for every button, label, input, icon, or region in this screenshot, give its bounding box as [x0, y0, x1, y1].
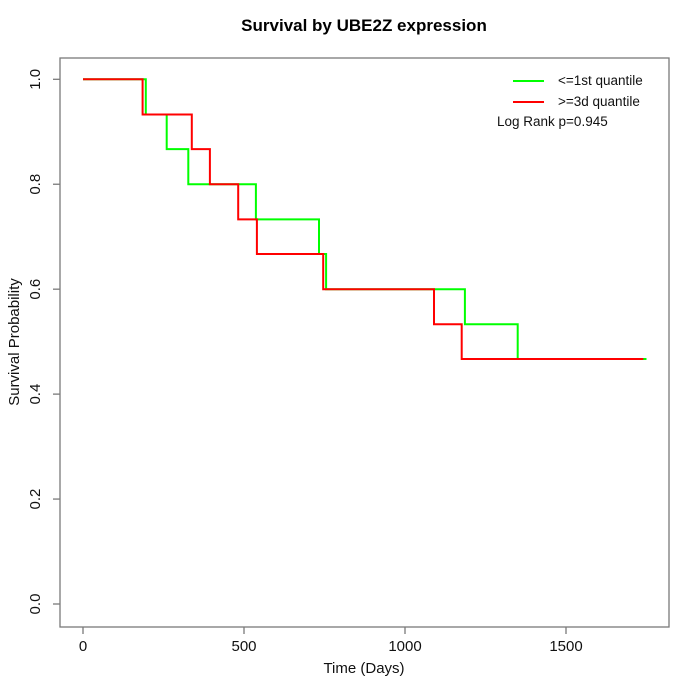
legend: <=1st quantile >=3d quantile: [513, 70, 643, 112]
logrank-pvalue: Log Rank p=0.945: [497, 114, 608, 129]
plot-border: [59, 57, 670, 628]
x-tick-label: 500: [231, 638, 256, 655]
y-tick-label: 0.2: [27, 489, 44, 510]
legend-swatch-1: [513, 100, 544, 103]
x-tick-label: 1000: [388, 638, 421, 655]
y-tick-label: 0.4: [27, 384, 44, 405]
km-curve-1: [83, 78, 644, 360]
legend-label-1: >=3d quantile: [558, 94, 640, 109]
y-tick-label: 0.0: [27, 594, 44, 615]
x-tick-label: 1500: [549, 638, 582, 655]
chart-title: Survival by UBE2Z expression: [241, 16, 487, 35]
legend-label-0: <=1st quantile: [558, 73, 643, 88]
legend-item-0: <=1st quantile: [513, 70, 643, 91]
x-tick-label: 0: [79, 638, 87, 655]
legend-item-1: >=3d quantile: [513, 91, 643, 112]
y-tick-label: 1.0: [27, 69, 44, 90]
legend-swatch-0: [513, 79, 544, 82]
y-tick-label: 0.8: [27, 174, 44, 195]
y-tick-label: 0.6: [27, 279, 44, 300]
x-axis-title: Time (Days): [323, 660, 405, 677]
y-axis-title: Survival Probability: [6, 278, 23, 406]
